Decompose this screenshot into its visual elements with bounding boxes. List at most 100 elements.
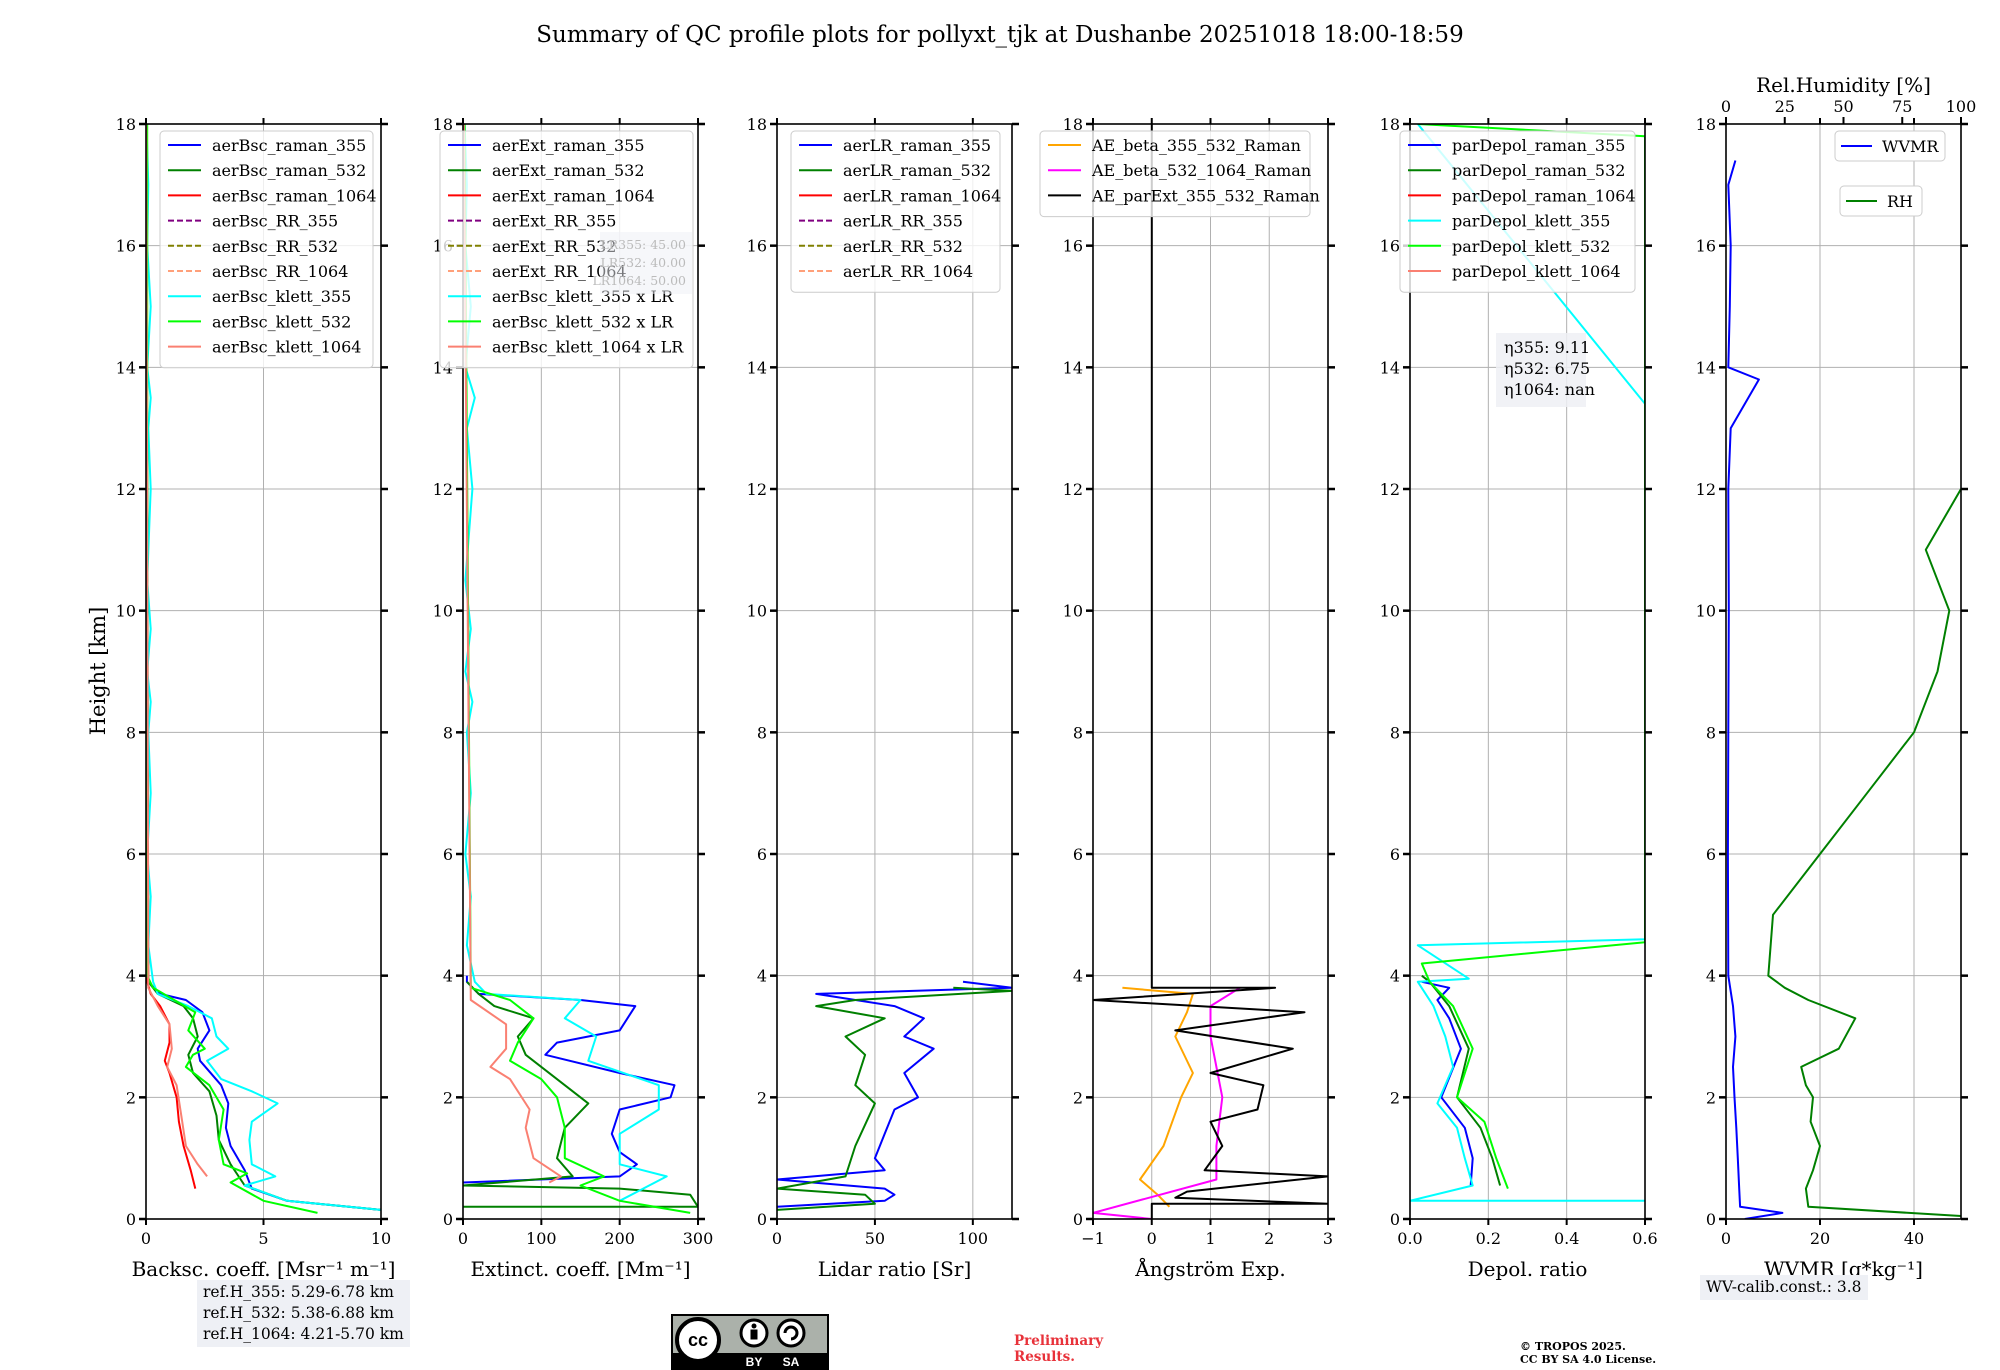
- x-axis-label: Ångström Exp.: [1134, 1256, 1285, 1281]
- series-line-AE_parExt_355_532_Raman: [1093, 124, 1328, 1219]
- series-line-aerBsc_klett_1064: [146, 124, 208, 1178]
- copyright-note: © TROPOS 2025. CC BY SA 4.0 License.: [1520, 1340, 1656, 1366]
- legend-entry-label: aerLR_RR_532: [843, 237, 963, 256]
- series-line-aerBsc_klett_532: [146, 124, 318, 1214]
- reference-height-box: ref.H_355: 5.29-6.78 km ref.H_532: 5.38-…: [197, 1280, 410, 1347]
- share-alike-arrow: [783, 1325, 799, 1341]
- top-tick-label: 0: [1721, 97, 1731, 116]
- top-tick-label: 75: [1892, 97, 1912, 116]
- series-line-aerExt_raman_532: [463, 981, 698, 1208]
- annotation-text: LR532: 40.00: [600, 255, 686, 270]
- y-tick-label: 0: [443, 1210, 453, 1229]
- legend-box-rh: [1839, 185, 1923, 217]
- y-tick-label: 2: [1390, 1088, 1400, 1107]
- legend-entry-label: parDepol_klett_355: [1452, 212, 1610, 231]
- y-tick-label: 4: [443, 967, 453, 986]
- legend-entry-label: aerLR_raman_1064: [843, 186, 1001, 205]
- y-tick-label: 0: [1073, 1210, 1083, 1229]
- axes-frame: [776, 123, 1013, 1220]
- y-tick-label: 8: [757, 723, 767, 742]
- x-tick-label: 0: [1721, 1229, 1731, 1248]
- figure-title: Summary of QC profile plots for pollyxt_…: [536, 22, 1464, 48]
- y-tick-label: 4: [1706, 967, 1716, 986]
- y-tick-label: 14: [116, 358, 136, 377]
- legend-box: [159, 130, 374, 369]
- y-tick-label: 6: [1390, 845, 1400, 864]
- y-tick-label: 8: [126, 723, 136, 742]
- y-tick-label: 10: [1696, 602, 1716, 621]
- series-group: [777, 980, 1012, 1211]
- x-tick-label: 50: [865, 1229, 885, 1248]
- series-line-RH: [1767, 488, 1961, 1217]
- copyright-line-1: © TROPOS 2025.: [1520, 1340, 1626, 1353]
- series-line-aerBsc_klett_1064 x LR: [463, 124, 562, 1184]
- y-tick-label: 8: [1073, 723, 1083, 742]
- y-tick-label: 8: [1706, 723, 1716, 742]
- annotation-text: LR355: 45.00: [600, 237, 686, 252]
- x-axis-label: Backsc. coeff. [Msr⁻¹ m⁻¹]: [132, 1257, 396, 1281]
- panel-extinction: 0100200300024681012141618Extinct. coeff.…: [433, 115, 714, 1281]
- share-alike-icon: [776, 1318, 806, 1348]
- legend-entry-label: aerBsc_RR_1064: [212, 262, 348, 281]
- series-line-aerLR_raman_355: [777, 980, 1012, 1208]
- annotation-text: η355: 9.11: [1504, 338, 1590, 357]
- x-tick-label: 0.0: [1397, 1229, 1422, 1248]
- legend-entry-label: aerExt_raman_532: [492, 161, 645, 180]
- axes-frame: [1725, 123, 1962, 1220]
- legend: WVMR RH: [1834, 130, 1946, 217]
- series-group: [463, 124, 698, 1214]
- attribution-icon-body: [750, 1329, 758, 1340]
- y-tick-label: 2: [1073, 1088, 1083, 1107]
- panel-depolarization: 0.0 0.2 0.4 0.6 0 2 4 6 8 10 12 14 16 18 Depol. ratio p…: [1380, 115, 1658, 1281]
- x-tick-label: −1: [1081, 1229, 1105, 1248]
- series-line-parDepol_raman_355: [1421, 980, 1474, 1186]
- y-tick-label: 2: [126, 1088, 136, 1107]
- wv-calibration-box: WV-calib.const.: 3.8: [1700, 1275, 1868, 1300]
- y-tick-label: 18: [747, 115, 767, 134]
- series-line-aerBsc_klett_355 x LR: [463, 124, 668, 1202]
- legend-box: [1399, 130, 1636, 293]
- annotation-text: η1064: nan: [1504, 380, 1595, 399]
- ref-height-355: ref.H_355: 5.29-6.78 km: [203, 1283, 394, 1301]
- annotation-box: LR355: 45.00 LR532: 40.00 LR1064: 50.00: [593, 232, 692, 294]
- y-tick-label: 8: [443, 723, 453, 742]
- x-tick-label: 0: [458, 1229, 468, 1248]
- legend-box-wvmr: [1834, 130, 1946, 162]
- legend-entry-label: AE_beta_532_1064_Raman: [1091, 161, 1311, 180]
- legend-entry-label: aerExt_RR_355: [492, 212, 616, 231]
- y-tick-label: 10: [116, 602, 136, 621]
- y-tick-label: 8: [1390, 723, 1400, 742]
- y-tick-label: 12: [116, 480, 136, 499]
- top-axis-label: Rel.Humidity [%]: [1756, 73, 1931, 97]
- y-tick-label: 6: [1073, 845, 1083, 864]
- legend-entry-label: AE_beta_355_532_Raman: [1091, 136, 1301, 155]
- preliminary-line-1: Preliminary: [1014, 1333, 1104, 1349]
- legend: aerExt_raman_355 aerExt_raman_532 aerExt_r…: [439, 130, 694, 369]
- y-tick-label: 6: [1706, 845, 1716, 864]
- top-tick-label: 25: [1775, 97, 1795, 116]
- y-tick-label: 0: [1706, 1210, 1716, 1229]
- legend: aerBsc_raman_355 aerBsc_raman_532 aerBsc_r…: [159, 130, 377, 369]
- x-tick-label: 40: [1904, 1229, 1924, 1248]
- cc-by-sa-license-badge: cc BY SA: [671, 1314, 829, 1370]
- x-tick-label: 200: [604, 1229, 635, 1248]
- y-tick-label: 10: [1063, 602, 1083, 621]
- y-tick-label: 16: [116, 237, 136, 256]
- y-tick-label: 14: [1063, 358, 1083, 377]
- legend-entry-label: aerExt_RR_532: [492, 237, 616, 256]
- x-tick-label: 10: [371, 1229, 391, 1248]
- top-tick-label: 100: [1946, 97, 1977, 116]
- ref-height-532: ref.H_532: 5.38-6.88 km: [203, 1304, 394, 1322]
- panel-lidar_ratio: 0 50 100 0 2 4 6 8 10 12 14 16 18 Lidar ratio [Sr] aer…: [747, 115, 1019, 1281]
- legend-entry-label: parDepol_klett_1064: [1452, 262, 1621, 281]
- series-group: [146, 124, 381, 1214]
- series-line-AE_beta_532_1064_Raman: [1093, 986, 1241, 1219]
- x-tick-label: 5: [258, 1229, 268, 1248]
- legend-entry-label: aerBsc_raman_532: [212, 161, 366, 180]
- legend-entry-label: aerBsc_klett_355: [212, 287, 351, 306]
- by-label: BY: [746, 1355, 763, 1369]
- y-tick-label: 16: [1696, 237, 1716, 256]
- x-tick-label: 0.4: [1554, 1229, 1579, 1248]
- ref-height-1064: ref.H_1064: 4.21-5.70 km: [203, 1325, 404, 1343]
